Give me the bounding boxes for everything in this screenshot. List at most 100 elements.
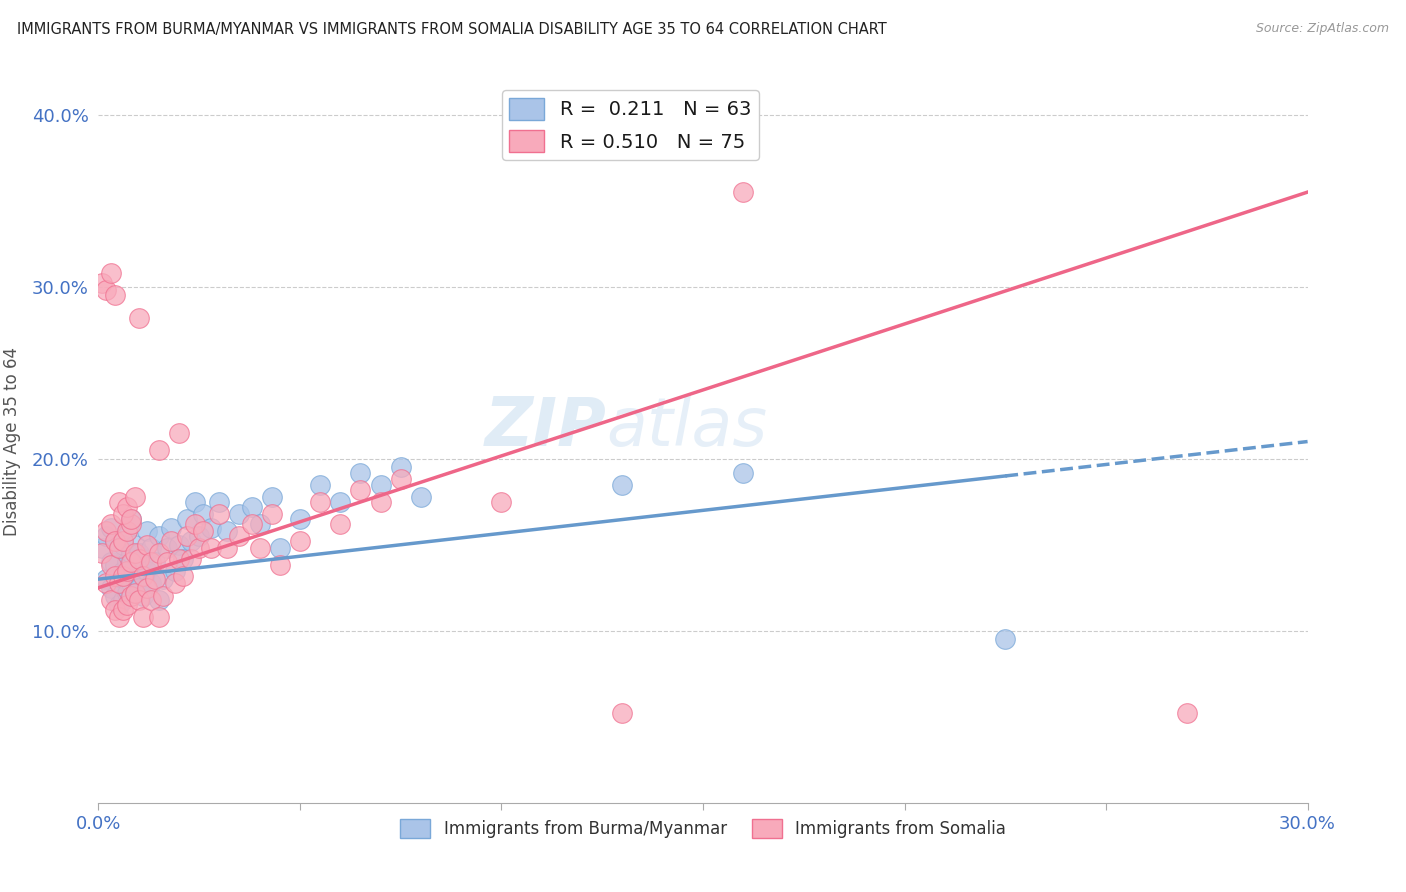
Y-axis label: Disability Age 35 to 64: Disability Age 35 to 64 xyxy=(3,347,21,536)
Point xyxy=(612,706,634,721)
Point xyxy=(139,575,162,590)
Point xyxy=(107,568,129,582)
Point xyxy=(120,575,142,590)
Point xyxy=(120,512,142,526)
Point xyxy=(103,590,125,604)
Point xyxy=(389,460,412,475)
Point xyxy=(135,538,157,552)
Point xyxy=(249,541,271,556)
Point xyxy=(269,541,291,556)
Point xyxy=(180,551,202,566)
Point xyxy=(733,185,755,199)
Point xyxy=(103,568,125,582)
Point xyxy=(152,590,174,604)
Point xyxy=(124,546,146,560)
Point xyxy=(143,572,166,586)
Legend: Immigrants from Burma/Myanmar, Immigrants from Somalia: Immigrants from Burma/Myanmar, Immigrant… xyxy=(394,813,1012,845)
Point xyxy=(100,266,122,280)
Point xyxy=(349,483,371,497)
Point xyxy=(96,572,118,586)
Point xyxy=(167,425,190,440)
Point xyxy=(100,592,122,607)
Point xyxy=(132,568,155,582)
Point xyxy=(160,534,183,549)
Point xyxy=(160,520,183,534)
Text: ZIP: ZIP xyxy=(485,394,606,460)
Point xyxy=(124,572,146,586)
Point xyxy=(184,494,207,508)
Point xyxy=(409,490,432,504)
Point xyxy=(111,568,134,582)
Point xyxy=(167,551,190,566)
Point xyxy=(100,555,122,569)
Point xyxy=(240,517,263,532)
Point xyxy=(228,507,250,521)
Point xyxy=(188,529,211,543)
Point xyxy=(132,590,155,604)
Point xyxy=(163,564,186,578)
Point xyxy=(370,494,392,508)
Point xyxy=(143,555,166,569)
Point xyxy=(103,603,125,617)
Point xyxy=(172,568,194,582)
Point xyxy=(176,512,198,526)
Point xyxy=(184,517,207,532)
Point xyxy=(148,610,170,624)
Point xyxy=(329,517,352,532)
Point xyxy=(208,494,231,508)
Point xyxy=(180,534,202,549)
Point xyxy=(167,538,190,552)
Point xyxy=(288,512,311,526)
Point xyxy=(139,592,162,607)
Point xyxy=(103,558,125,573)
Point xyxy=(329,494,352,508)
Point xyxy=(309,477,332,491)
Point xyxy=(139,541,162,556)
Point xyxy=(288,534,311,549)
Point xyxy=(128,551,150,566)
Point xyxy=(124,538,146,552)
Point xyxy=(100,520,122,534)
Point xyxy=(148,546,170,560)
Point xyxy=(128,592,150,607)
Point xyxy=(148,443,170,458)
Point xyxy=(100,581,122,595)
Point xyxy=(260,490,283,504)
Point xyxy=(111,534,134,549)
Point xyxy=(135,581,157,595)
Point xyxy=(111,507,134,521)
Point xyxy=(115,598,138,612)
Text: atlas: atlas xyxy=(606,394,768,460)
Point xyxy=(156,555,179,569)
Point xyxy=(240,500,263,514)
Point xyxy=(208,507,231,521)
Point xyxy=(120,546,142,560)
Point xyxy=(107,598,129,612)
Point xyxy=(249,517,271,532)
Point xyxy=(120,517,142,532)
Point xyxy=(120,512,142,526)
Point xyxy=(200,520,222,534)
Point xyxy=(733,466,755,480)
Point xyxy=(128,310,150,325)
Text: Source: ZipAtlas.com: Source: ZipAtlas.com xyxy=(1256,22,1389,36)
Point xyxy=(260,507,283,521)
Point xyxy=(128,546,150,560)
Point xyxy=(139,555,162,569)
Point xyxy=(124,586,146,600)
Point xyxy=(172,551,194,566)
Point xyxy=(612,477,634,491)
Point xyxy=(217,524,239,538)
Point xyxy=(228,529,250,543)
Point xyxy=(107,494,129,508)
Point xyxy=(132,610,155,624)
Point xyxy=(994,632,1017,647)
Point xyxy=(107,575,129,590)
Text: IMMIGRANTS FROM BURMA/MYANMAR VS IMMIGRANTS FROM SOMALIA DISABILITY AGE 35 TO 64: IMMIGRANTS FROM BURMA/MYANMAR VS IMMIGRA… xyxy=(17,22,887,37)
Point xyxy=(156,541,179,556)
Point xyxy=(103,288,125,302)
Point xyxy=(111,603,134,617)
Point xyxy=(200,541,222,556)
Point xyxy=(128,581,150,595)
Point xyxy=(135,524,157,538)
